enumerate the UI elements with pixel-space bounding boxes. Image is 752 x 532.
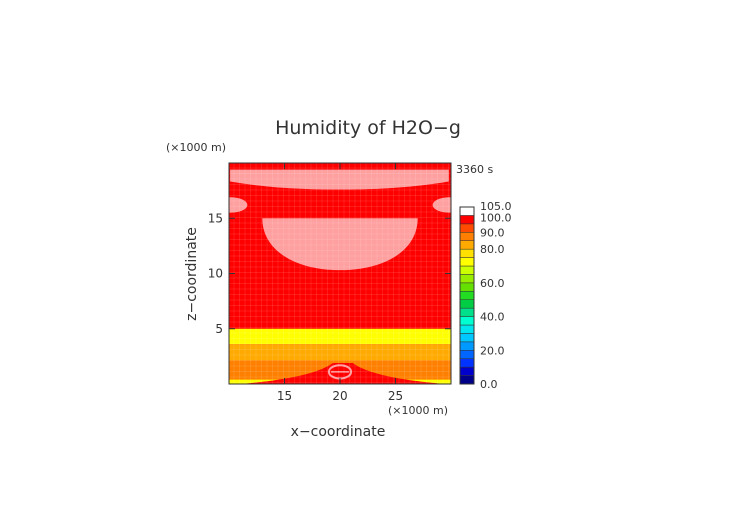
colorbar-swatch: [459, 223, 475, 233]
time-label: 3360 s: [456, 163, 493, 176]
colorbar-swatch: [459, 366, 475, 376]
colorbar-tick-label: 90.0: [480, 226, 505, 239]
colorbar-swatch: [459, 375, 475, 385]
x-tick-label: 25: [388, 389, 403, 403]
x-axis-label: x−coordinate: [291, 424, 386, 440]
y-unit-label: (×1000 m): [166, 141, 226, 154]
contour-region-2: [262, 218, 418, 271]
colorbar-tick-label: 40.0: [480, 311, 505, 324]
colorbar-swatch: [459, 333, 475, 343]
contour-region-9: [240, 363, 446, 384]
colorbar-swatch: [459, 257, 475, 267]
contour-region-3: [229, 197, 248, 213]
cell-grid: [229, 163, 451, 384]
colorbar-swatch: [459, 350, 475, 359]
x-unit-label: (×1000 m): [388, 404, 448, 417]
colorbar-tick-label: 100.0: [480, 211, 512, 224]
contour-region-6: [229, 344, 451, 361]
axes: 15 20 25 5 10 15: [208, 163, 451, 403]
y-axis-label: z−coordinate: [184, 227, 200, 321]
plot-area: 15 20 25 5 10 15: [208, 162, 452, 403]
contour-region-1: [230, 169, 449, 190]
y-tick-label: 5: [215, 322, 223, 336]
colorbar-swatch: [459, 307, 475, 317]
colorbar-swatch: [459, 215, 475, 225]
y-tick-label: 10: [208, 267, 223, 281]
colorbar-swatch: [459, 265, 475, 275]
contour-region-5: [229, 328, 451, 345]
colorbar-tick-label: 60.0: [480, 277, 505, 290]
colorbar-tick-label: 20.0: [480, 344, 505, 357]
colorbar-swatch: [459, 206, 475, 216]
colorbar-swatch: [459, 291, 475, 300]
colorbar-swatch: [459, 274, 475, 284]
contour-region-4: [432, 197, 451, 213]
y-tick-label: 15: [208, 211, 223, 225]
colorbar-tick-label: 80.0: [480, 243, 505, 256]
colorbar-frame: [459, 206, 475, 385]
colorbar-tick-label: 105.0: [480, 200, 512, 213]
colorbar-swatch: [459, 232, 475, 241]
colorbar-swatch: [459, 299, 475, 309]
chart-title: Humidity of H2O−g: [275, 117, 461, 139]
colorbar-swatch: [459, 248, 475, 258]
colorbar-swatch: [459, 316, 475, 326]
colorbar-swatch: [459, 341, 475, 351]
colorbar-swatch: [459, 324, 475, 334]
contour-regions: [229, 169, 451, 384]
colorbar-swatch: [459, 358, 475, 368]
colorbar-swatch: [459, 240, 475, 250]
colorbar-swatch: [459, 282, 475, 292]
x-tick-label: 15: [277, 389, 292, 403]
x-tick-label: 20: [332, 389, 347, 403]
colorbar-tick-label: 0.0: [480, 378, 498, 391]
